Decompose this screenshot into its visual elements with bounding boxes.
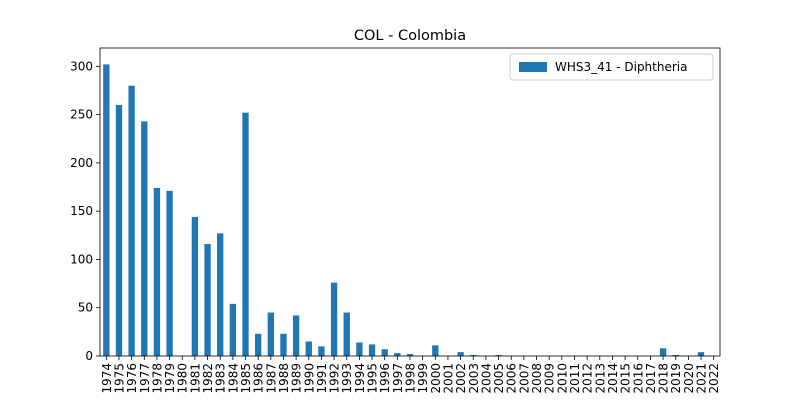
bar-1977 bbox=[141, 121, 148, 357]
x-tick-label-2006: 2006 bbox=[505, 363, 519, 394]
bar-1994 bbox=[356, 342, 363, 356]
bar-1988 bbox=[280, 333, 287, 356]
y-tick-label: 50 bbox=[78, 301, 93, 315]
bar-2003 bbox=[470, 355, 477, 356]
y-tick-label: 250 bbox=[70, 108, 93, 122]
bar-2005 bbox=[495, 355, 502, 356]
y-tick-label: 0 bbox=[85, 349, 93, 363]
x-tick-label-1994: 1994 bbox=[353, 363, 367, 394]
legend-box bbox=[509, 53, 714, 81]
bar-1984 bbox=[229, 303, 237, 356]
x-tick-label-2016: 2016 bbox=[631, 363, 645, 394]
bar-1986 bbox=[255, 333, 262, 356]
bar-1991 bbox=[318, 346, 325, 356]
x-tick-label-2010: 2010 bbox=[555, 363, 569, 394]
bar-1992 bbox=[330, 282, 338, 356]
x-tick-label-1987: 1987 bbox=[264, 363, 278, 394]
x-tick-label-2004: 2004 bbox=[479, 363, 493, 394]
x-tick-label-1998: 1998 bbox=[404, 363, 418, 394]
y-tick-label: 300 bbox=[70, 59, 93, 73]
bar-1978 bbox=[153, 188, 161, 356]
x-tick-label-1979: 1979 bbox=[163, 363, 177, 394]
bar-1995 bbox=[368, 344, 376, 356]
bar-2018 bbox=[659, 348, 667, 356]
bar-1998 bbox=[406, 354, 414, 356]
x-tick-label-1990: 1990 bbox=[302, 363, 316, 394]
x-tick-label-1992: 1992 bbox=[328, 363, 342, 394]
x-tick-label-1976: 1976 bbox=[125, 363, 139, 394]
x-tick-label-1991: 1991 bbox=[315, 363, 329, 394]
x-tick-label-2011: 2011 bbox=[568, 363, 582, 394]
bar-1997 bbox=[394, 353, 401, 356]
bar-2021 bbox=[697, 352, 705, 356]
bar-1982 bbox=[204, 244, 211, 356]
x-tick-label-1996: 1996 bbox=[378, 363, 392, 394]
x-tick-label-1997: 1997 bbox=[391, 363, 405, 394]
x-tick-label-2015: 2015 bbox=[619, 363, 633, 394]
x-tick-label-2013: 2013 bbox=[593, 363, 607, 394]
y-axis: 0 50 100 150 200 250 300 bbox=[70, 59, 100, 363]
bars-group bbox=[103, 64, 705, 357]
bar-2019 bbox=[672, 355, 679, 356]
x-tick-label-2000: 2000 bbox=[429, 363, 443, 394]
x-tick-label-1995: 1995 bbox=[366, 363, 380, 394]
x-tick-label-1981: 1981 bbox=[188, 363, 202, 394]
x-tick-label-1974: 1974 bbox=[100, 363, 114, 394]
x-axis: 1974197519761977197819791980198119821983… bbox=[100, 356, 721, 394]
bar-1987 bbox=[267, 312, 274, 356]
bar-1974 bbox=[103, 64, 110, 357]
x-tick-label-1985: 1985 bbox=[239, 363, 253, 394]
bar-1996 bbox=[381, 349, 388, 356]
x-tick-label-1989: 1989 bbox=[290, 363, 304, 394]
bar-1985 bbox=[242, 112, 249, 356]
x-tick-label-1975: 1975 bbox=[112, 363, 126, 394]
bar-2000 bbox=[432, 345, 439, 356]
x-tick-label-1977: 1977 bbox=[138, 363, 152, 394]
x-tick-label-1986: 1986 bbox=[252, 363, 266, 394]
x-tick-label-1983: 1983 bbox=[214, 363, 228, 394]
legend: WHS3_41 - Diphtheria bbox=[509, 53, 714, 81]
x-tick-label-2018: 2018 bbox=[657, 363, 671, 394]
x-tick-label-1999: 1999 bbox=[416, 363, 430, 394]
x-tick-label-2020: 2020 bbox=[682, 363, 696, 394]
x-tick-label-2001: 2001 bbox=[441, 363, 455, 394]
x-tick-label-2007: 2007 bbox=[517, 363, 531, 394]
x-tick-label-2022: 2022 bbox=[707, 363, 721, 394]
bar-1993 bbox=[343, 312, 350, 356]
chart-title: COL - Colombia bbox=[354, 28, 466, 44]
x-tick-label-1980: 1980 bbox=[176, 363, 190, 394]
x-tick-label-2002: 2002 bbox=[454, 363, 468, 394]
y-tick-label: 150 bbox=[70, 204, 93, 218]
x-tick-label-2009: 2009 bbox=[543, 363, 557, 394]
x-tick-label-2019: 2019 bbox=[669, 363, 683, 394]
bar-1983 bbox=[217, 233, 224, 356]
bar-2002 bbox=[457, 352, 464, 356]
bar-1981 bbox=[191, 216, 199, 356]
x-tick-label-1993: 1993 bbox=[340, 363, 354, 394]
x-tick-label-2021: 2021 bbox=[695, 363, 709, 394]
y-tick-label: 200 bbox=[70, 156, 93, 170]
bar-1976 bbox=[128, 85, 135, 356]
bar-1989 bbox=[292, 315, 300, 356]
x-tick-label-2014: 2014 bbox=[606, 363, 620, 394]
x-tick-label-2005: 2005 bbox=[492, 363, 506, 394]
x-tick-label-1982: 1982 bbox=[201, 363, 215, 394]
bar-1975 bbox=[115, 104, 123, 356]
y-tick-label: 100 bbox=[70, 252, 93, 266]
x-tick-label-1988: 1988 bbox=[277, 363, 291, 394]
bar-1990 bbox=[305, 341, 312, 356]
x-tick-label-2003: 2003 bbox=[467, 363, 481, 394]
x-tick-label-2017: 2017 bbox=[644, 363, 658, 394]
legend-swatch bbox=[519, 62, 547, 72]
x-tick-label-2008: 2008 bbox=[530, 363, 544, 394]
legend-label: WHS3_41 - Diphtheria bbox=[555, 60, 687, 74]
x-tick-label-2012: 2012 bbox=[581, 363, 595, 394]
x-tick-label-1984: 1984 bbox=[226, 363, 240, 394]
x-tick-label-1978: 1978 bbox=[150, 363, 164, 394]
bar-1979 bbox=[166, 190, 173, 356]
plot-frame bbox=[99, 47, 721, 357]
